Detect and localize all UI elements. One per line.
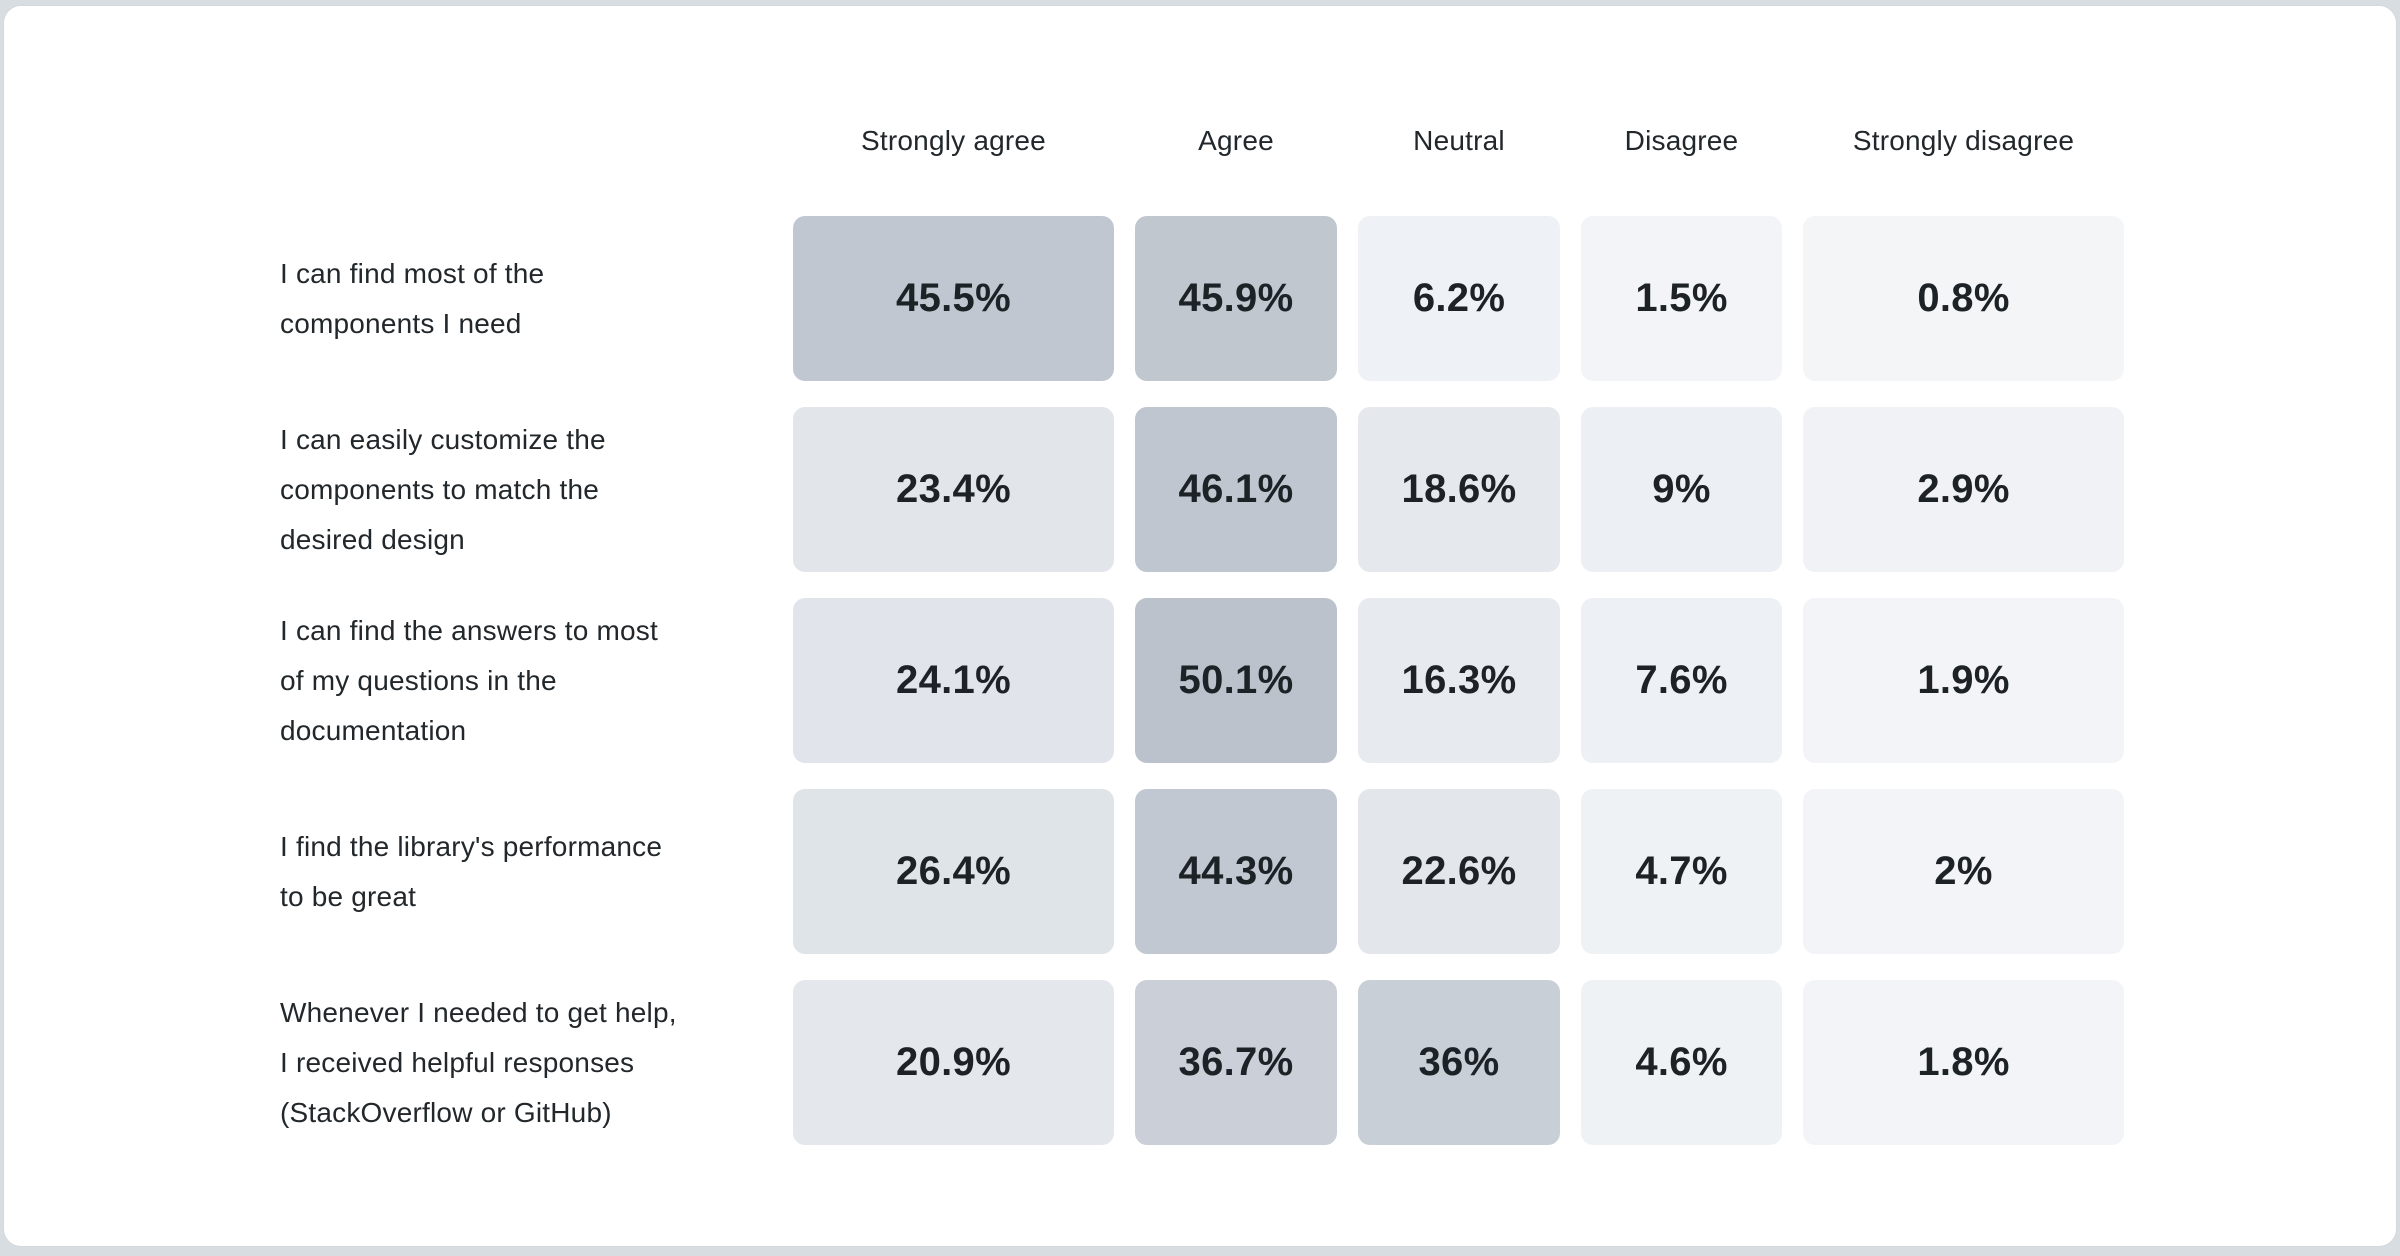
heatmap-cell: 0.8%: [1803, 216, 2124, 381]
column-header-strongly-disagree: Strongly disagree: [1852, 124, 2075, 156]
heatmap-cell: 9%: [1581, 407, 1782, 572]
column-header-neutral: Neutral: [1413, 124, 1505, 156]
heatmap-cell: 36%: [1358, 980, 1560, 1145]
heatmap-cell: 26.4%: [793, 789, 1114, 954]
chart-card: Strongly agree Agree Neutral Disagree St…: [3, 5, 2397, 1247]
row-label: I can find most of the components I need: [280, 257, 545, 339]
heatmap-cell: 24.1%: [793, 598, 1114, 763]
column-header-strongly-agree: Strongly agree: [861, 124, 1046, 156]
heatmap-cell: 50.1%: [1135, 598, 1337, 763]
row-label: I can find the answers to most of my que…: [280, 614, 658, 746]
row-label: I find the library's performance to be g…: [280, 830, 663, 912]
column-header-agree: Agree: [1198, 124, 1274, 156]
heatmap-cell: 45.9%: [1135, 216, 1337, 381]
heatmap-cell: 22.6%: [1358, 789, 1560, 954]
heatmap-cell: 45.5%: [793, 216, 1114, 381]
heatmap-cell: 2.9%: [1803, 407, 2124, 572]
row-label: Whenever I needed to get help, I receive…: [280, 996, 677, 1128]
heatmap-cell: 1.9%: [1803, 598, 2124, 763]
heatmap-cell: 7.6%: [1581, 598, 1782, 763]
heatmap-cell: 16.3%: [1358, 598, 1560, 763]
heatmap-cell: 20.9%: [793, 980, 1114, 1145]
heatmap-cell: 4.6%: [1581, 980, 1782, 1145]
row-label: I can easily customize the components to…: [280, 423, 606, 555]
corner-spacer: [280, 91, 772, 190]
heatmap-cell: 2%: [1803, 789, 2124, 954]
heatmap-cell: 6.2%: [1358, 216, 1560, 381]
likert-heatmap: Strongly agree Agree Neutral Disagree St…: [280, 91, 2124, 1145]
heatmap-cell: 1.5%: [1581, 216, 1782, 381]
heatmap-cell: 4.7%: [1581, 789, 1782, 954]
heatmap-cell: 36.7%: [1135, 980, 1337, 1145]
heatmap-cell: 44.3%: [1135, 789, 1337, 954]
column-header-disagree: Disagree: [1624, 124, 1739, 156]
heatmap-cell: 23.4%: [793, 407, 1114, 572]
heatmap-cell: 46.1%: [1135, 407, 1337, 572]
heatmap-cell: 18.6%: [1358, 407, 1560, 572]
heatmap-cell: 1.8%: [1803, 980, 2124, 1145]
